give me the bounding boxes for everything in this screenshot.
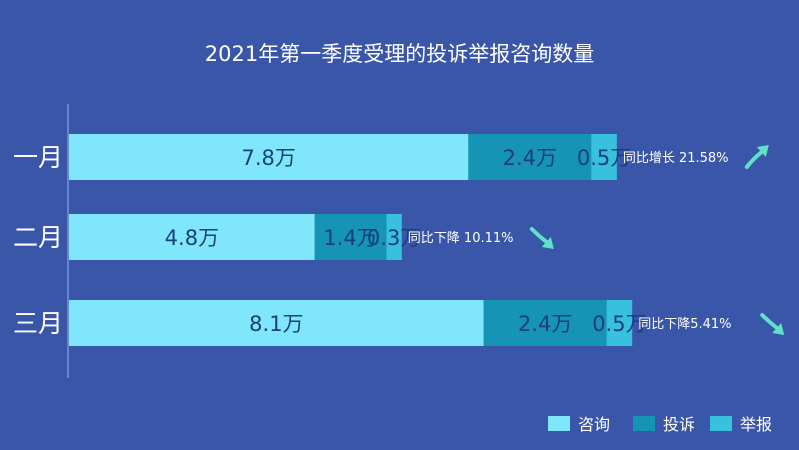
- trend-down-arrow: [529, 227, 550, 245]
- bar-label-report: 0.5万: [577, 146, 631, 170]
- bar-consult: [69, 300, 484, 346]
- category-label: 二月: [13, 223, 63, 252]
- bar-label-consult: 7.8万: [241, 146, 295, 170]
- trend-down-arrow: [760, 313, 781, 331]
- bar-report: [606, 300, 633, 346]
- legend-label-consult: 咨询: [578, 415, 611, 434]
- bar-label-complaint: 1.4万: [323, 226, 377, 250]
- chart-title: 2021年第一季度受理的投诉举报咨询数量: [204, 42, 595, 66]
- legend-consult: 咨询: [548, 411, 610, 435]
- legend-label-complaint: 投诉: [663, 415, 696, 434]
- legend-report: 举报: [710, 411, 772, 435]
- bar-complaint: [314, 214, 387, 260]
- growth-annotation: 同比增长 21.58%: [623, 151, 729, 166]
- bar-complaint: [483, 300, 607, 346]
- growth-annotation: 同比下降5.41%: [638, 317, 731, 332]
- bar-label-consult: 8.1万: [249, 312, 303, 336]
- legend-swatch-consult: [548, 415, 570, 431]
- legend-swatch-report: [710, 415, 732, 431]
- category-label: 一月: [13, 143, 63, 172]
- bar-report: [386, 214, 402, 260]
- category-label: 三月: [13, 309, 63, 338]
- bar-label-consult: 4.8万: [165, 226, 219, 250]
- trend-up-arrowhead: [756, 145, 769, 157]
- bar-label-complaint: 2.4万: [518, 312, 572, 336]
- bar-consult: [69, 134, 469, 180]
- bar-report: [591, 134, 617, 180]
- trend-down-arrowhead: [772, 323, 785, 335]
- bar-label-report: 0.3万: [367, 226, 421, 250]
- bar-label-report: 0.5万: [592, 312, 646, 336]
- legend-swatch-complaint: [633, 415, 655, 431]
- growth-annotation: 同比下降 10.11%: [408, 231, 514, 246]
- bar-consult: [69, 214, 315, 260]
- bar-label-complaint: 2.4万: [503, 146, 557, 170]
- trend-down-arrowhead: [541, 237, 554, 249]
- trend-up-arrow: [744, 149, 765, 169]
- legend-label-report: 举报: [740, 415, 773, 434]
- legend-complaint: 投诉: [633, 411, 695, 435]
- bar-complaint: [468, 134, 592, 180]
